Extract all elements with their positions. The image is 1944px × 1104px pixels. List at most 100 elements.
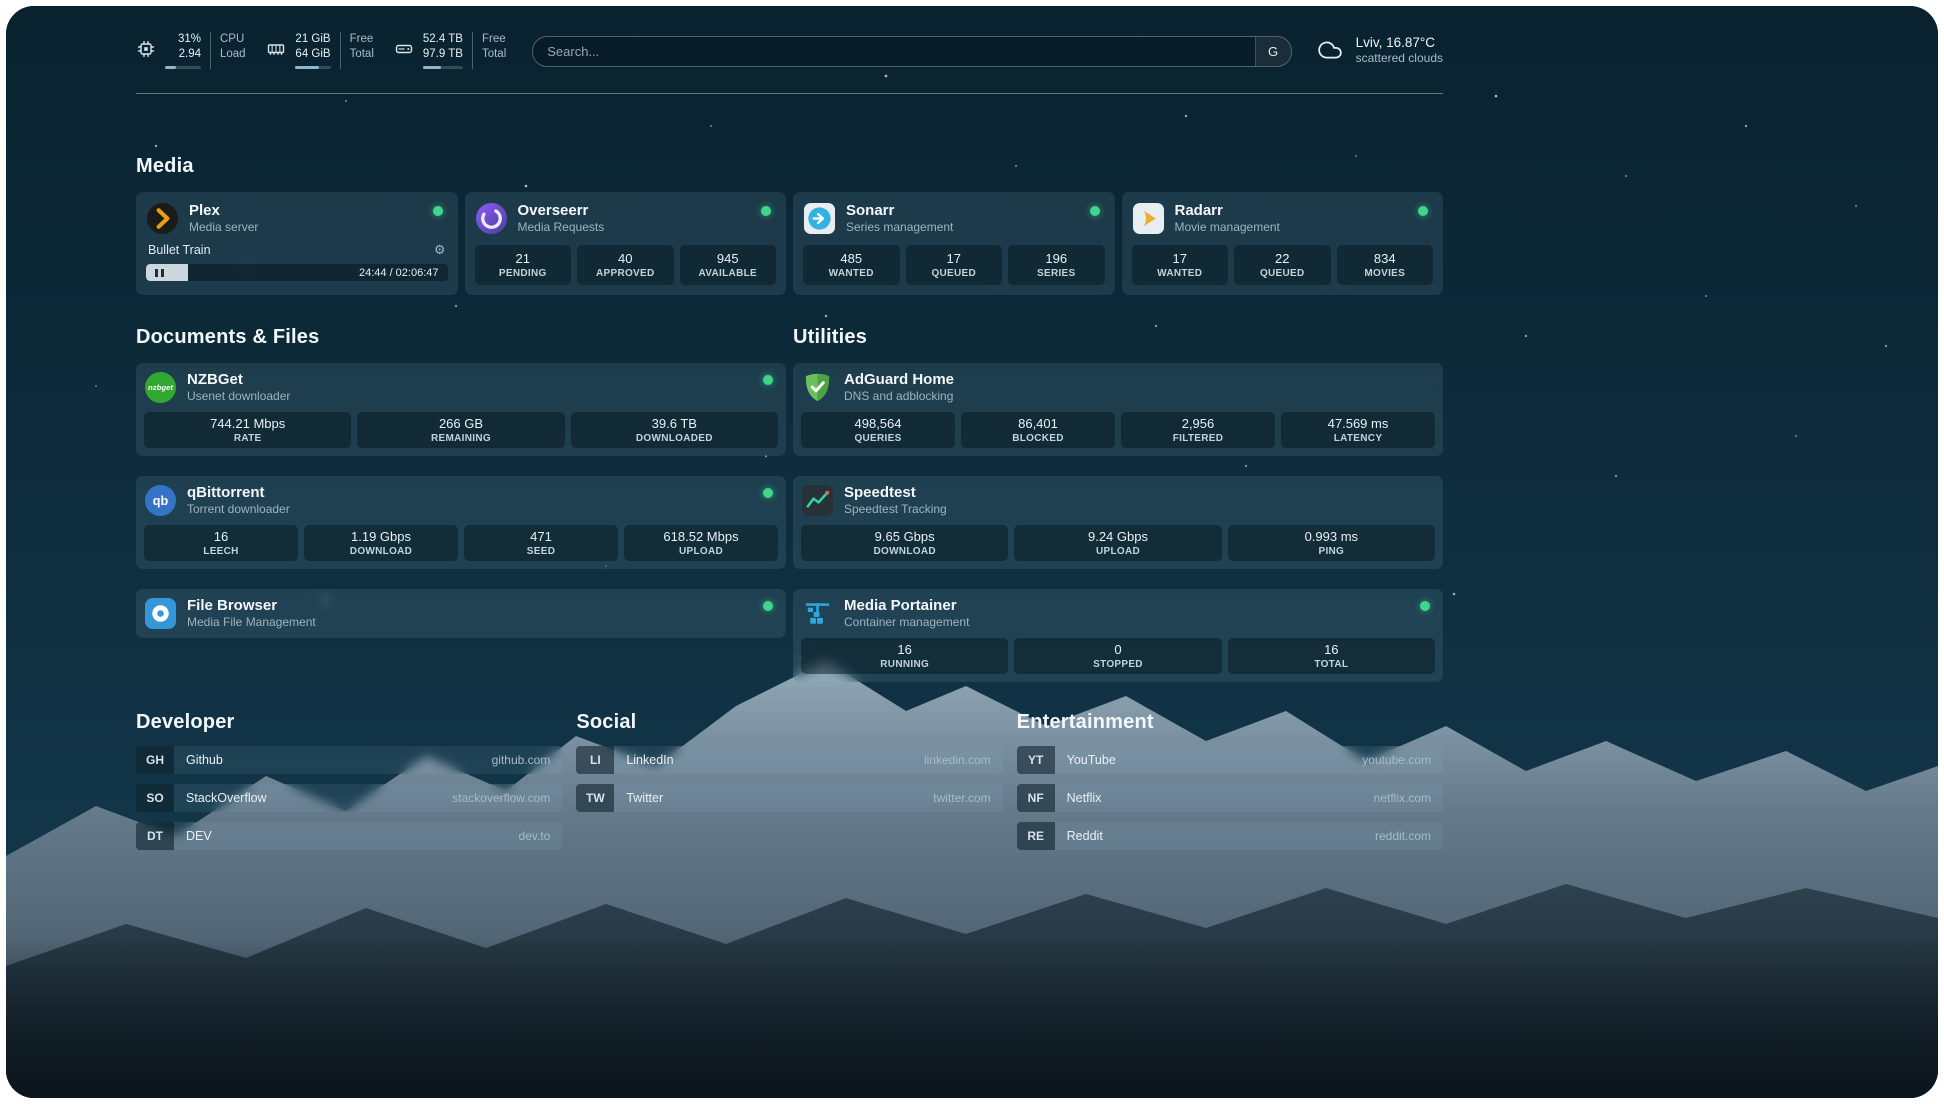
stat-value: 16	[897, 642, 912, 657]
status-dot	[432, 206, 443, 216]
stat-blocked: 86,401 BLOCKED	[961, 412, 1115, 448]
service-name: NZBGet	[187, 371, 243, 388]
stat-rate: 744.21 Mbps RATE	[144, 412, 352, 448]
stat-value: 485	[840, 251, 863, 266]
stat-value: 86,401	[1018, 416, 1058, 431]
bookmark-abbr: TW	[576, 784, 615, 812]
service-card-sonarr[interactable]: Sonarr Series management 485 WANTED 17 Q…	[793, 192, 1115, 295]
stat-label: QUEUED	[931, 268, 977, 279]
stat-label: BLOCKED	[1012, 433, 1064, 444]
service-card-adguard[interactable]: AdGuard Home DNS and adblocking 498,564 …	[793, 363, 1443, 456]
plex-now-playing: Bullet Train ⚙ 24:44 / 02:06:47	[146, 242, 448, 281]
bookmark-linkedin[interactable]: LI LinkedIn linkedin.com	[576, 746, 1003, 774]
bookmark-github[interactable]: GH Github github.com	[136, 746, 563, 774]
service-description: Speedtest Tracking	[844, 502, 947, 516]
adguard-icon	[801, 371, 834, 404]
stat-value: 471	[530, 529, 552, 544]
playback-progress-bar[interactable]: 24:44 / 02:06:47	[146, 264, 448, 281]
bookmark-name: Netflix	[1066, 791, 1102, 805]
service-description: Media Requests	[517, 220, 605, 234]
disk-total: 97.9 TB	[422, 48, 463, 60]
stat-label: AVAILABLE	[698, 268, 757, 279]
bookmark-name: Reddit	[1066, 829, 1103, 843]
bookmark-abbr: LI	[576, 746, 615, 774]
stat-queued: 22 QUEUED	[1234, 245, 1331, 285]
service-name: File Browser	[187, 597, 278, 614]
disk-total-label: Total	[481, 48, 507, 60]
section-utilities: Utilities	[793, 325, 1443, 682]
bookmark-name: Github	[186, 753, 223, 767]
service-card-overseerr[interactable]: Overseerr Media Requests 21 PENDING 40 A…	[464, 192, 786, 295]
bookmark-dev[interactable]: DT DEV dev.to	[136, 822, 563, 850]
stat-value: 618.52 Mbps	[663, 529, 739, 544]
service-name: Overseerr	[517, 202, 589, 219]
stat-label: UPLOAD	[678, 546, 724, 557]
bookmark-abbr: GH	[136, 746, 174, 774]
google-g-icon: G	[1268, 44, 1279, 59]
service-card-plex[interactable]: Plex Media server Bullet Train ⚙	[136, 192, 458, 295]
bookmark-url: youtube.com	[1362, 753, 1431, 767]
speedtest-icon	[801, 484, 834, 517]
service-name: qBittorrent	[187, 484, 265, 501]
bookmark-youtube[interactable]: YT YouTube youtube.com	[1016, 746, 1443, 774]
stat-label: LATENCY	[1333, 433, 1383, 444]
stat-value: 0.993 ms	[1304, 529, 1359, 544]
status-dot	[763, 488, 773, 498]
stat-downloaded: 39.6 TB DOWNLOADED	[570, 412, 778, 448]
gear-icon[interactable]: ⚙	[433, 242, 446, 257]
resource-labels: CPU Load	[211, 32, 246, 69]
stat-download: 1.19 Gbps DOWNLOAD	[304, 525, 458, 561]
service-name: Media Portainer	[844, 597, 957, 614]
search-provider-button[interactable]: G	[1254, 37, 1291, 66]
stat-label: TOTAL	[1314, 659, 1349, 670]
cpu-usage-bar-fill	[165, 66, 177, 69]
disk-icon	[394, 39, 414, 69]
stat-latency: 47.569 ms LATENCY	[1281, 412, 1435, 448]
service-card-portainer[interactable]: Media Portainer Container management 16 …	[793, 589, 1443, 682]
memory-free: 21 GiB	[295, 33, 331, 45]
pause-icon[interactable]	[155, 268, 164, 277]
stat-download: 9.65 Gbps DOWNLOAD	[801, 525, 1009, 561]
service-name: AdGuard Home	[844, 371, 955, 388]
resource-widget-disk: 52.4 TB 97.9 TB Free Total	[394, 32, 506, 69]
qbittorrent-icon: qb	[144, 484, 177, 517]
service-card-nzbget[interactable]: nzbget NZBGet Usenet downloader 74	[136, 363, 786, 456]
status-dot	[763, 375, 773, 385]
bookmark-group-title: Developer	[136, 711, 235, 733]
cpu-percent: 31%	[177, 33, 201, 45]
service-description: DNS and adblocking	[844, 389, 954, 403]
stat-label: UPLOAD	[1095, 546, 1140, 557]
stat-value: 2,956	[1181, 416, 1215, 431]
service-card-radarr[interactable]: Radarr Movie management 17 WANTED 22 QUE…	[1121, 192, 1443, 295]
status-dot	[1089, 206, 1100, 216]
bookmark-stackoverflow[interactable]: SO StackOverflow stackoverflow.com	[136, 784, 563, 812]
search-input[interactable]	[533, 44, 1255, 59]
sonarr-icon	[803, 202, 836, 235]
service-card-qbittorrent[interactable]: qb qBittorrent Torrent downloader	[136, 476, 786, 569]
stat-value: 266 GB	[438, 416, 484, 431]
weather-location: Lviv, 16.87°C	[1355, 35, 1436, 50]
search-bar[interactable]: G	[532, 36, 1292, 67]
stat-value: 17	[946, 251, 961, 266]
stat-value: 16	[213, 529, 229, 544]
bookmark-name: Twitter	[626, 791, 664, 805]
stat-upload: 618.52 Mbps UPLOAD	[624, 525, 778, 561]
stat-running: 16 RUNNING	[801, 638, 1009, 674]
bookmark-twitter[interactable]: TW Twitter twitter.com	[576, 784, 1003, 812]
memory-total-label: Total	[349, 48, 374, 60]
header-divider	[136, 93, 1443, 94]
service-card-filebrowser[interactable]: File Browser Media File Management	[136, 589, 786, 638]
section-title-utilities: Utilities	[793, 326, 868, 348]
bookmark-netflix[interactable]: NF Netflix netflix.com	[1016, 784, 1443, 812]
section-documents-files: Documents & Files nzbget	[136, 325, 786, 682]
stat-label: DOWNLOADED	[635, 433, 713, 444]
stat-label: LEECH	[203, 546, 239, 557]
cloud-icon	[1314, 37, 1346, 63]
bookmark-reddit[interactable]: RE Reddit reddit.com	[1016, 822, 1443, 850]
resource-widgets: 31% 2.94 CPU Load	[136, 32, 506, 69]
stat-remaining: 266 GB REMAINING	[357, 412, 565, 448]
stat-label: APPROVED	[595, 268, 655, 279]
resource-widget-memory: 21 GiB 64 GiB Free Total	[266, 32, 374, 69]
service-card-speedtest[interactable]: Speedtest Speedtest Tracking 9.65 Gbps D…	[793, 476, 1443, 569]
stat-value: 17	[1172, 251, 1187, 266]
